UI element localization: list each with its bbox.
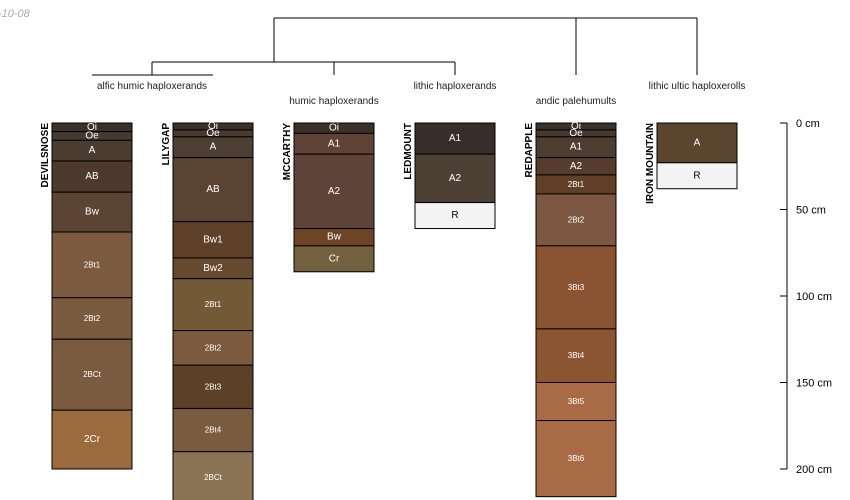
horizon-label: 2Bt2 [84,314,101,323]
horizon-label: 3Bt5 [568,397,585,406]
profile-iron-mountain: A R IRON MOUNTAIN [645,122,738,204]
horizon-redapple-2bt2 [535,193,617,247]
horizon-label: Oi [329,123,339,134]
horizon-label: A [89,145,96,156]
profile-mccarthy: Oi A1 A2 Bw Cr MCCARTHY [282,122,375,273]
profile-name: DEVILSNOSE [40,123,51,188]
horizon-label: Oe [569,128,583,139]
horizon-label: Bw1 [203,234,223,245]
horizon-label: 2Bt4 [205,426,222,435]
horizon-label: A2 [328,186,341,197]
date-stamp: -10-08 [0,8,30,20]
horizon-label: 3Bt4 [568,351,585,360]
horizon-label: 2Bt3 [205,382,222,391]
depth-axis: 0 cm 50 cm 100 cm 150 cm 200 cm [780,118,832,476]
depth-tick-label: 200 cm [796,464,832,476]
horizon-iron-mountain-a [656,122,738,164]
profile-name: LILYGAP [161,123,172,166]
horizon-label: Bw [85,207,100,218]
horizon-label: Oe [85,130,99,141]
horizon-label: 2Bt2 [568,215,585,224]
horizon-iron-mountain-r [656,162,738,190]
horizon-devilsnose-bw [51,191,133,233]
horizon-label: Bw2 [203,263,223,274]
horizon-label: Oe [206,128,220,139]
horizon-label: R [451,210,458,221]
horizon-label: A [210,142,217,153]
horizon-lilygap-2bt1 [172,278,254,332]
horizon-label: 2BCt [204,473,223,482]
profile-name: LEDMOUNT [403,123,414,180]
horizon-lilygap-bw1 [172,221,254,259]
horizon-lilygap-2bt3 [172,364,254,409]
horizon-lilygap-2bct [172,451,254,500]
horizon-ledmount-a1 [414,122,496,155]
horizon-devilsnose-2cr [51,409,133,470]
horizon-label: Oi [208,121,218,132]
horizon-redapple-3bt3 [535,245,617,330]
horizon-label: Cr [329,253,340,264]
horizon-mccarthy-cr [293,245,375,273]
taxon-label-lithic-ultic-haploxerolls: lithic ultic haploxerolls [649,81,746,92]
profile-name: REDAPPLE [524,123,535,178]
horizon-label: A1 [570,142,583,153]
horizon-label: 2Cr [84,434,101,445]
taxon-label-andic-palehumults: andic palehumults [536,96,617,107]
taxon-label-lithic-haploxerands: lithic haploxerands [414,81,497,92]
horizon-label: Oi [571,121,581,132]
horizon-label: A1 [328,138,341,149]
horizon-lilygap-2bt4 [172,407,254,453]
taxonomy-dendrogram: alfic humic haploxerands humic haploxera… [92,17,746,107]
horizon-label: Oi [87,122,97,133]
profile-name: IRON MOUNTAIN [645,123,656,204]
taxon-label-humic-haploxerands: humic haploxerands [289,96,379,107]
depth-tick-label: 100 cm [796,291,832,303]
horizon-redapple-3bt5 [535,382,617,422]
taxon-label-alfic-humic-haploxerands: alfic humic haploxerands [97,81,207,92]
dendrogram-branch-left [92,61,456,76]
dendrogram-branch-root [273,17,698,75]
horizon-redapple-3bt6 [535,420,617,498]
horizon-label: AB [206,184,220,195]
horizon-label: R [693,170,700,181]
profile-ledmount: A1 A2 R LEDMOUNT [403,122,496,230]
depth-tick-label: 150 cm [796,378,832,390]
horizon-devilsnose-2bt2 [51,297,133,340]
horizon-label: A1 [449,133,462,144]
horizon-label: A2 [570,161,583,172]
horizon-label: 2BCt [83,370,102,379]
horizon-ledmount-r [414,202,496,230]
horizon-label: 2Bt1 [84,260,101,269]
horizon-label: 3Bt3 [568,283,585,292]
horizon-label: A [694,137,701,148]
horizon-redapple-3bt4 [535,328,617,383]
horizon-lilygap-2bt2 [172,330,254,366]
horizon-label: AB [85,171,99,182]
horizon-label: A2 [449,173,462,184]
horizon-label: 2Bt2 [205,343,222,352]
horizon-label: 2Bt1 [568,180,585,189]
horizon-ledmount-a2 [414,153,496,204]
depth-tick-label: 0 cm [796,118,820,130]
horizon-label: 2Bt1 [205,300,222,309]
horizon-label: 3Bt6 [568,454,585,463]
horizon-label: Bw [327,232,342,243]
profile-name: MCCARTHY [282,123,293,181]
depth-tick-label: 50 cm [796,205,826,217]
